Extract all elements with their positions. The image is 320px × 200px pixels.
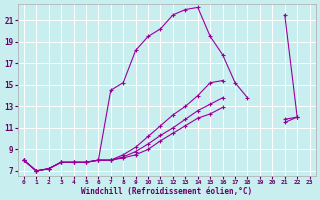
X-axis label: Windchill (Refroidissement éolien,°C): Windchill (Refroidissement éolien,°C) — [81, 187, 252, 196]
